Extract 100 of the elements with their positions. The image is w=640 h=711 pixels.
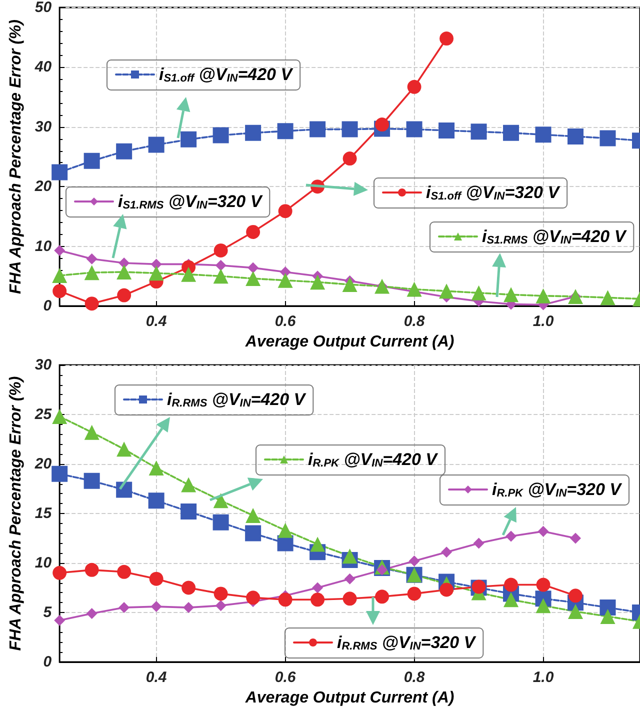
point <box>213 493 228 508</box>
point <box>84 472 100 489</box>
point <box>248 262 259 274</box>
point <box>148 460 164 476</box>
point <box>116 442 132 457</box>
x-tick-label: 0.8 <box>404 669 426 686</box>
y-tick-label: 20 <box>34 456 52 472</box>
point <box>344 573 356 584</box>
point <box>277 123 294 140</box>
point <box>600 290 616 306</box>
point <box>600 600 616 616</box>
point <box>278 592 292 607</box>
point <box>54 244 66 256</box>
y-axis-title: FHA Approach Percentage Error (%) <box>8 376 24 651</box>
point <box>536 578 550 592</box>
point <box>86 608 98 619</box>
x-tick-label: 0.4 <box>146 313 168 330</box>
point <box>181 477 196 492</box>
point <box>150 601 162 612</box>
point <box>150 258 162 270</box>
point <box>440 32 454 46</box>
y-tick-label: 30 <box>34 118 52 136</box>
point <box>246 224 260 239</box>
point <box>84 152 100 169</box>
x-tick-label: 0.4 <box>146 669 168 686</box>
x-tick-label: 0.6 <box>274 669 296 686</box>
point <box>375 118 390 132</box>
point <box>118 602 130 614</box>
point <box>342 548 358 564</box>
point <box>536 288 551 304</box>
point <box>182 580 196 595</box>
point <box>52 408 68 424</box>
point <box>600 608 616 624</box>
point <box>52 268 68 284</box>
point <box>568 588 583 603</box>
point <box>312 582 324 594</box>
point <box>214 243 228 258</box>
point <box>84 265 100 280</box>
point <box>568 128 584 144</box>
point <box>245 525 262 542</box>
y-tick-label: 0 <box>43 298 52 314</box>
point <box>406 282 422 297</box>
point <box>310 274 326 290</box>
point <box>245 124 262 141</box>
y-tick-label: 30 <box>34 356 52 374</box>
point <box>342 152 357 166</box>
point <box>407 80 422 94</box>
x-tick-label: 0.6 <box>274 313 296 330</box>
y-tick-label: 0 <box>43 654 52 670</box>
point <box>116 264 132 280</box>
point <box>52 466 68 482</box>
y-tick-label: 15 <box>34 505 52 522</box>
y-tick-label: 25 <box>34 406 52 423</box>
point <box>473 538 484 549</box>
y-tick-label: 10 <box>34 554 52 572</box>
point <box>212 127 229 144</box>
point <box>408 556 420 567</box>
point <box>246 508 261 523</box>
point <box>117 564 132 579</box>
point <box>213 268 228 284</box>
point <box>568 604 584 620</box>
point <box>538 526 549 537</box>
point <box>504 287 519 302</box>
x-tick-label: 0.8 <box>404 313 426 330</box>
point <box>86 253 98 264</box>
point <box>117 288 132 302</box>
point <box>310 536 326 552</box>
point <box>180 504 197 520</box>
point <box>149 572 164 586</box>
point <box>52 566 67 580</box>
point <box>600 130 616 146</box>
point <box>407 586 422 601</box>
point <box>438 122 455 138</box>
point <box>570 532 582 544</box>
point <box>52 164 68 180</box>
x-axis-title: Average Output Current (A) <box>244 690 454 706</box>
point <box>506 530 517 542</box>
point <box>504 578 518 592</box>
x-tick-label: 1.0 <box>532 669 554 686</box>
point <box>212 514 229 530</box>
point <box>84 296 99 311</box>
point <box>342 277 358 292</box>
y-axis-title: FHA Approach Percentage Error (%) <box>8 20 24 294</box>
point <box>535 126 552 143</box>
point <box>54 614 66 626</box>
point <box>471 285 486 300</box>
point <box>246 271 261 286</box>
x-axis-title: Average Output Current (A) <box>244 334 454 350</box>
point <box>215 600 226 612</box>
point <box>470 124 487 140</box>
point <box>52 284 67 298</box>
point <box>441 546 452 558</box>
point <box>406 121 422 138</box>
point <box>310 121 326 138</box>
point <box>278 204 292 218</box>
y-tick-label: 20 <box>34 178 52 196</box>
point <box>504 592 519 608</box>
point <box>536 598 551 614</box>
y-tick-label: 40 <box>34 58 52 76</box>
point <box>310 592 325 607</box>
